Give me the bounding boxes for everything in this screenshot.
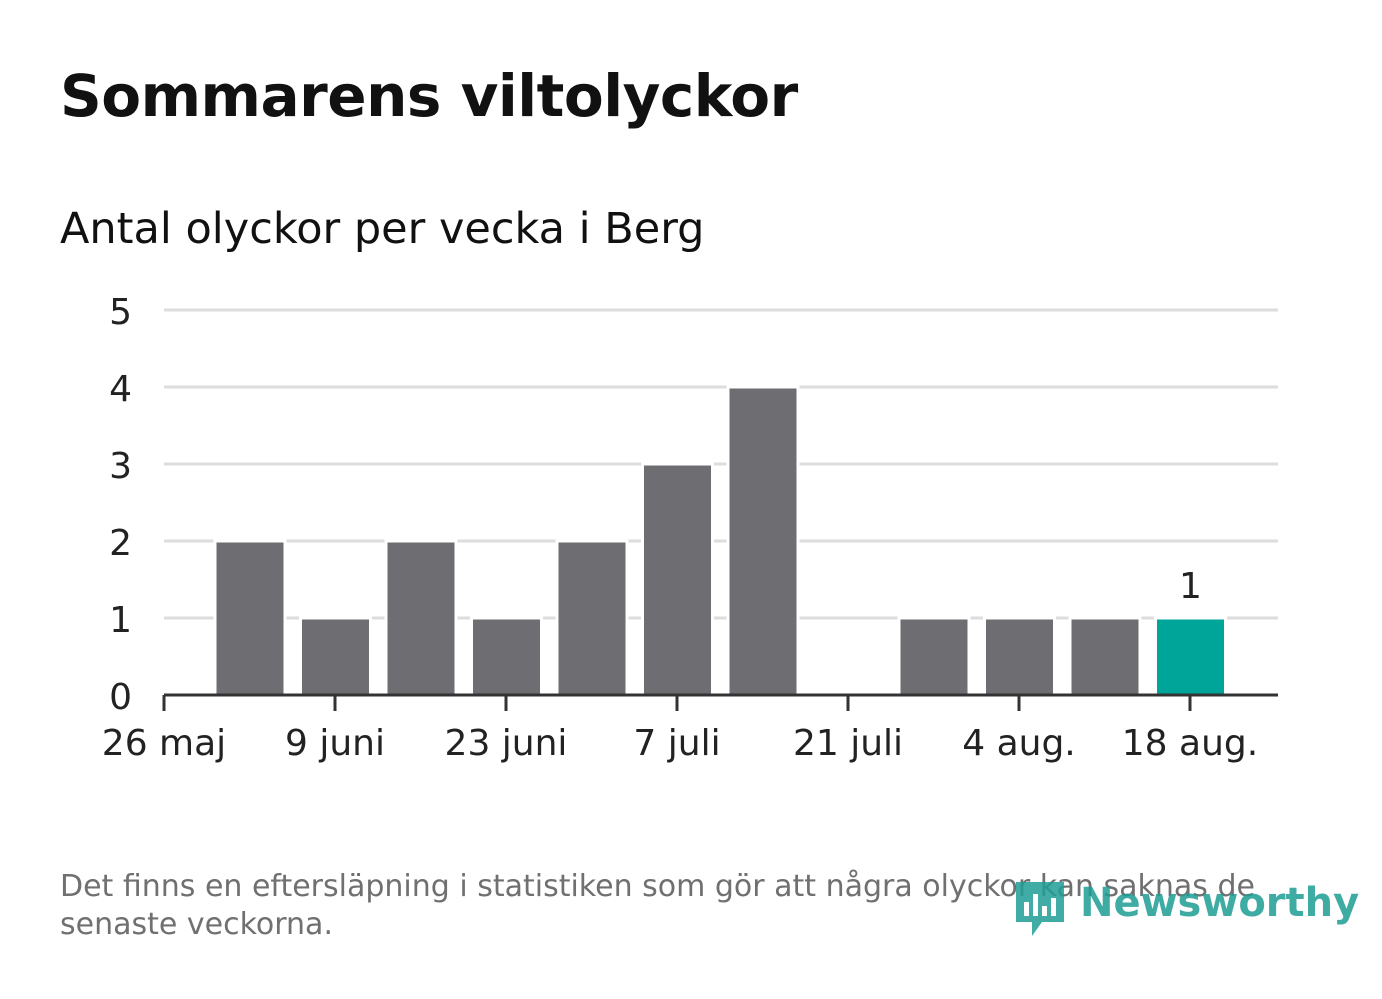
x-tick-label: 21 juli xyxy=(793,723,903,764)
axes: 0 1 2 3 4 5 26 maj 9 juni 23 juni 7 juli 21 juli 4 … xyxy=(102,292,1278,764)
x-tick-label: 26 maj xyxy=(102,723,226,764)
bars xyxy=(213,385,1227,697)
y-tick-label: 2 xyxy=(109,523,132,564)
y-tick-label: 4 xyxy=(109,369,132,410)
chart-subtitle: Antal olyckor per vecka i Berg xyxy=(60,204,705,254)
y-tick-label: 1 xyxy=(109,600,132,641)
newsworthy-logo: Newsworthy xyxy=(1012,878,1359,940)
x-tick-label: 4 aug. xyxy=(962,723,1076,764)
bar xyxy=(555,539,629,697)
bar xyxy=(470,616,543,697)
x-tick-label: 7 juli xyxy=(633,723,720,764)
y-tick-label: 5 xyxy=(109,292,132,333)
bar xyxy=(299,616,372,697)
x-tick-label: 23 juni xyxy=(445,723,568,764)
x-tick-label: 9 juni xyxy=(285,723,385,764)
bar-chart: 0 1 2 3 4 5 26 maj 9 juni 23 juni 7 juli 21 juli 4 … xyxy=(102,292,1278,764)
data-label: 1 xyxy=(1179,566,1202,607)
bar xyxy=(641,462,714,697)
x-tick-label: 18 aug. xyxy=(1122,723,1258,764)
labels: 1 xyxy=(1179,566,1202,607)
y-tick-label: 3 xyxy=(109,446,132,487)
logo-mark-icon xyxy=(1016,882,1064,936)
bar xyxy=(897,616,971,697)
y-tick-label: 0 xyxy=(109,677,132,718)
bar xyxy=(983,616,1056,697)
chart-title: Sommarens viltolyckor xyxy=(60,62,798,130)
bar xyxy=(1154,616,1227,697)
bar xyxy=(384,539,458,697)
bar xyxy=(1068,616,1142,697)
grid-lines xyxy=(164,308,1278,620)
bar xyxy=(213,539,287,697)
bar xyxy=(726,385,800,697)
brand-name: Newsworthy xyxy=(1080,880,1360,926)
